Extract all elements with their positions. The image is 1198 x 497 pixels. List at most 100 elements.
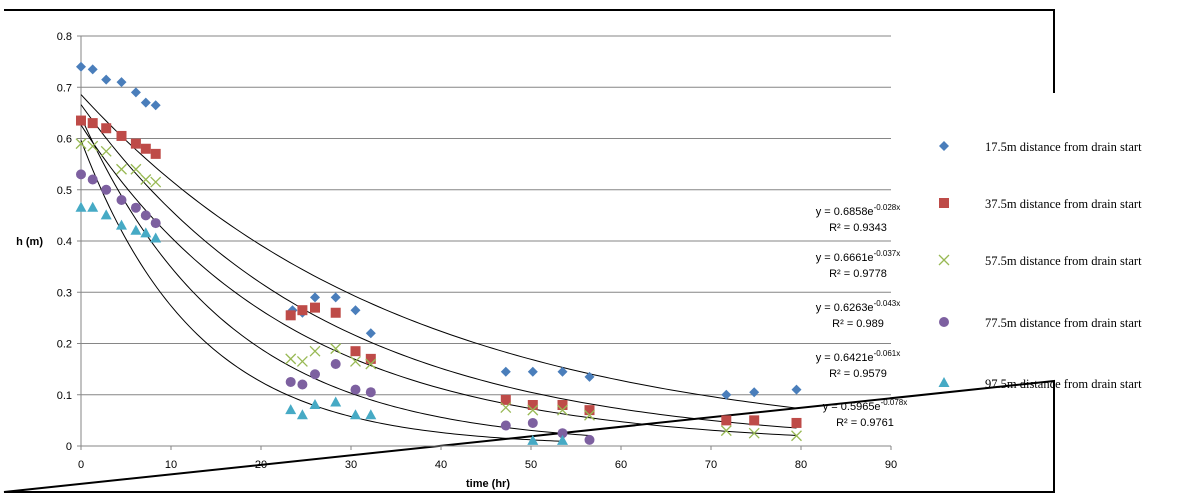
data-point — [100, 145, 112, 157]
data-point — [350, 409, 361, 420]
trendline-2 — [80, 104, 797, 429]
data-point — [297, 305, 308, 316]
data-point — [150, 232, 162, 243]
legend-item-5: 97.5m distance from drain start — [938, 377, 1142, 391]
legend-marker — [938, 254, 950, 266]
data-point — [557, 434, 568, 445]
data-point — [75, 138, 87, 150]
x-tick-label: 20 — [255, 459, 267, 471]
x-tick-label: 90 — [885, 459, 897, 471]
data-point — [76, 61, 86, 72]
series-1-points — [76, 61, 802, 400]
legend-label: 17.5m distance from drain start — [985, 140, 1142, 154]
data-point — [500, 366, 511, 377]
data-point — [749, 387, 760, 398]
data-point — [297, 379, 308, 390]
data-point — [130, 163, 142, 175]
data-point — [116, 195, 127, 205]
data-point — [100, 209, 112, 220]
data-point — [101, 123, 112, 134]
data-point — [130, 138, 141, 149]
x-tick-label: 40 — [435, 459, 447, 471]
x-tick-label: 50 — [525, 459, 537, 471]
data-point — [330, 292, 341, 303]
data-point — [527, 366, 538, 377]
data-point — [101, 184, 112, 195]
data-point — [310, 292, 320, 303]
legend: 17.5m distance from drain start 37.5m dis… — [938, 140, 1142, 391]
data-point — [749, 415, 760, 426]
data-point — [527, 404, 539, 416]
x-tick-label: 0 — [78, 459, 84, 471]
y-tick-label: 0.4 — [57, 236, 72, 248]
legend-label: 57.5m distance from drain start — [985, 254, 1142, 268]
data-point — [720, 425, 732, 437]
legend-marker — [939, 198, 949, 208]
data-point — [296, 355, 308, 367]
data-point — [527, 434, 539, 445]
data-point — [330, 359, 341, 369]
x-axis-title: time (hr) — [466, 478, 510, 490]
trendline-r2-4: R² = 0.9579 — [829, 368, 887, 380]
data-point — [350, 305, 361, 316]
data-point — [350, 384, 361, 395]
data-point — [365, 387, 376, 398]
legend-marker — [938, 377, 950, 387]
data-point — [310, 302, 320, 313]
data-point — [748, 427, 760, 439]
data-point — [557, 400, 568, 410]
data-point — [140, 143, 151, 154]
data-point — [330, 307, 341, 318]
data-point — [500, 420, 511, 431]
legend-label: 97.5m distance from drain start — [985, 377, 1142, 391]
series-5-points — [75, 201, 568, 445]
legend-label: 77.5m distance from drain start — [985, 316, 1142, 330]
data-point — [557, 428, 568, 439]
data-point — [75, 201, 87, 212]
data-point — [76, 169, 86, 180]
data-point — [584, 409, 595, 421]
x-tick-label: 10 — [165, 459, 177, 471]
data-point — [557, 366, 568, 377]
data-point — [87, 201, 99, 212]
y-tick-label: 0.8 — [57, 31, 72, 43]
trendline-equation-5: y = 0.5965e-0.078x — [823, 398, 908, 413]
x-tick-label: 70 — [705, 459, 717, 471]
trendline-equation-3: y = 0.6263e-0.043x — [816, 299, 901, 314]
legend-item-2: 37.5m distance from drain start — [939, 197, 1142, 211]
legend-item-4: 77.5m distance from drain start — [939, 316, 1142, 330]
y-tick-label: 0.7 — [57, 82, 72, 94]
data-point — [721, 415, 732, 426]
data-point — [721, 389, 732, 400]
y-tick-label: 0.3 — [57, 287, 72, 299]
series-3-points — [75, 138, 802, 442]
data-point — [87, 174, 98, 185]
data-point — [285, 353, 297, 365]
data-point — [116, 130, 127, 141]
trendline-equation-1: y = 0.6858e-0.028x — [816, 203, 901, 218]
data-point — [76, 115, 86, 126]
legend-item-1: 17.5m distance from drain start — [939, 140, 1142, 154]
data-point — [365, 353, 376, 364]
trendline-equation-2: y = 0.6661e-0.037x — [816, 249, 901, 264]
data-point — [130, 87, 141, 98]
trendline-equation-4: y = 0.6421e-0.061x — [816, 349, 901, 364]
data-point — [285, 310, 296, 321]
trendline-r2-3: R² = 0.989 — [832, 318, 884, 330]
axes: 0 0.1 0.2 0.3 0.4 0.5 0.6 0.7 0.8 0 10 20 30 40 50 60 70… — [16, 31, 897, 490]
data-point — [584, 405, 595, 416]
data-point — [140, 227, 152, 238]
data-point — [584, 434, 595, 445]
data-point — [330, 343, 342, 355]
data-point — [150, 176, 162, 188]
data-point — [140, 174, 152, 185]
x-tick-label: 30 — [345, 459, 357, 471]
chart-outer-border — [3, 9, 1055, 493]
series-4-points — [76, 169, 595, 445]
x-tick-label: 80 — [795, 459, 807, 471]
trendline-r2-2: R² = 0.9778 — [829, 268, 887, 280]
data-point — [140, 97, 151, 108]
data-point — [87, 140, 99, 152]
data-point — [150, 148, 161, 159]
data-point — [309, 399, 321, 409]
